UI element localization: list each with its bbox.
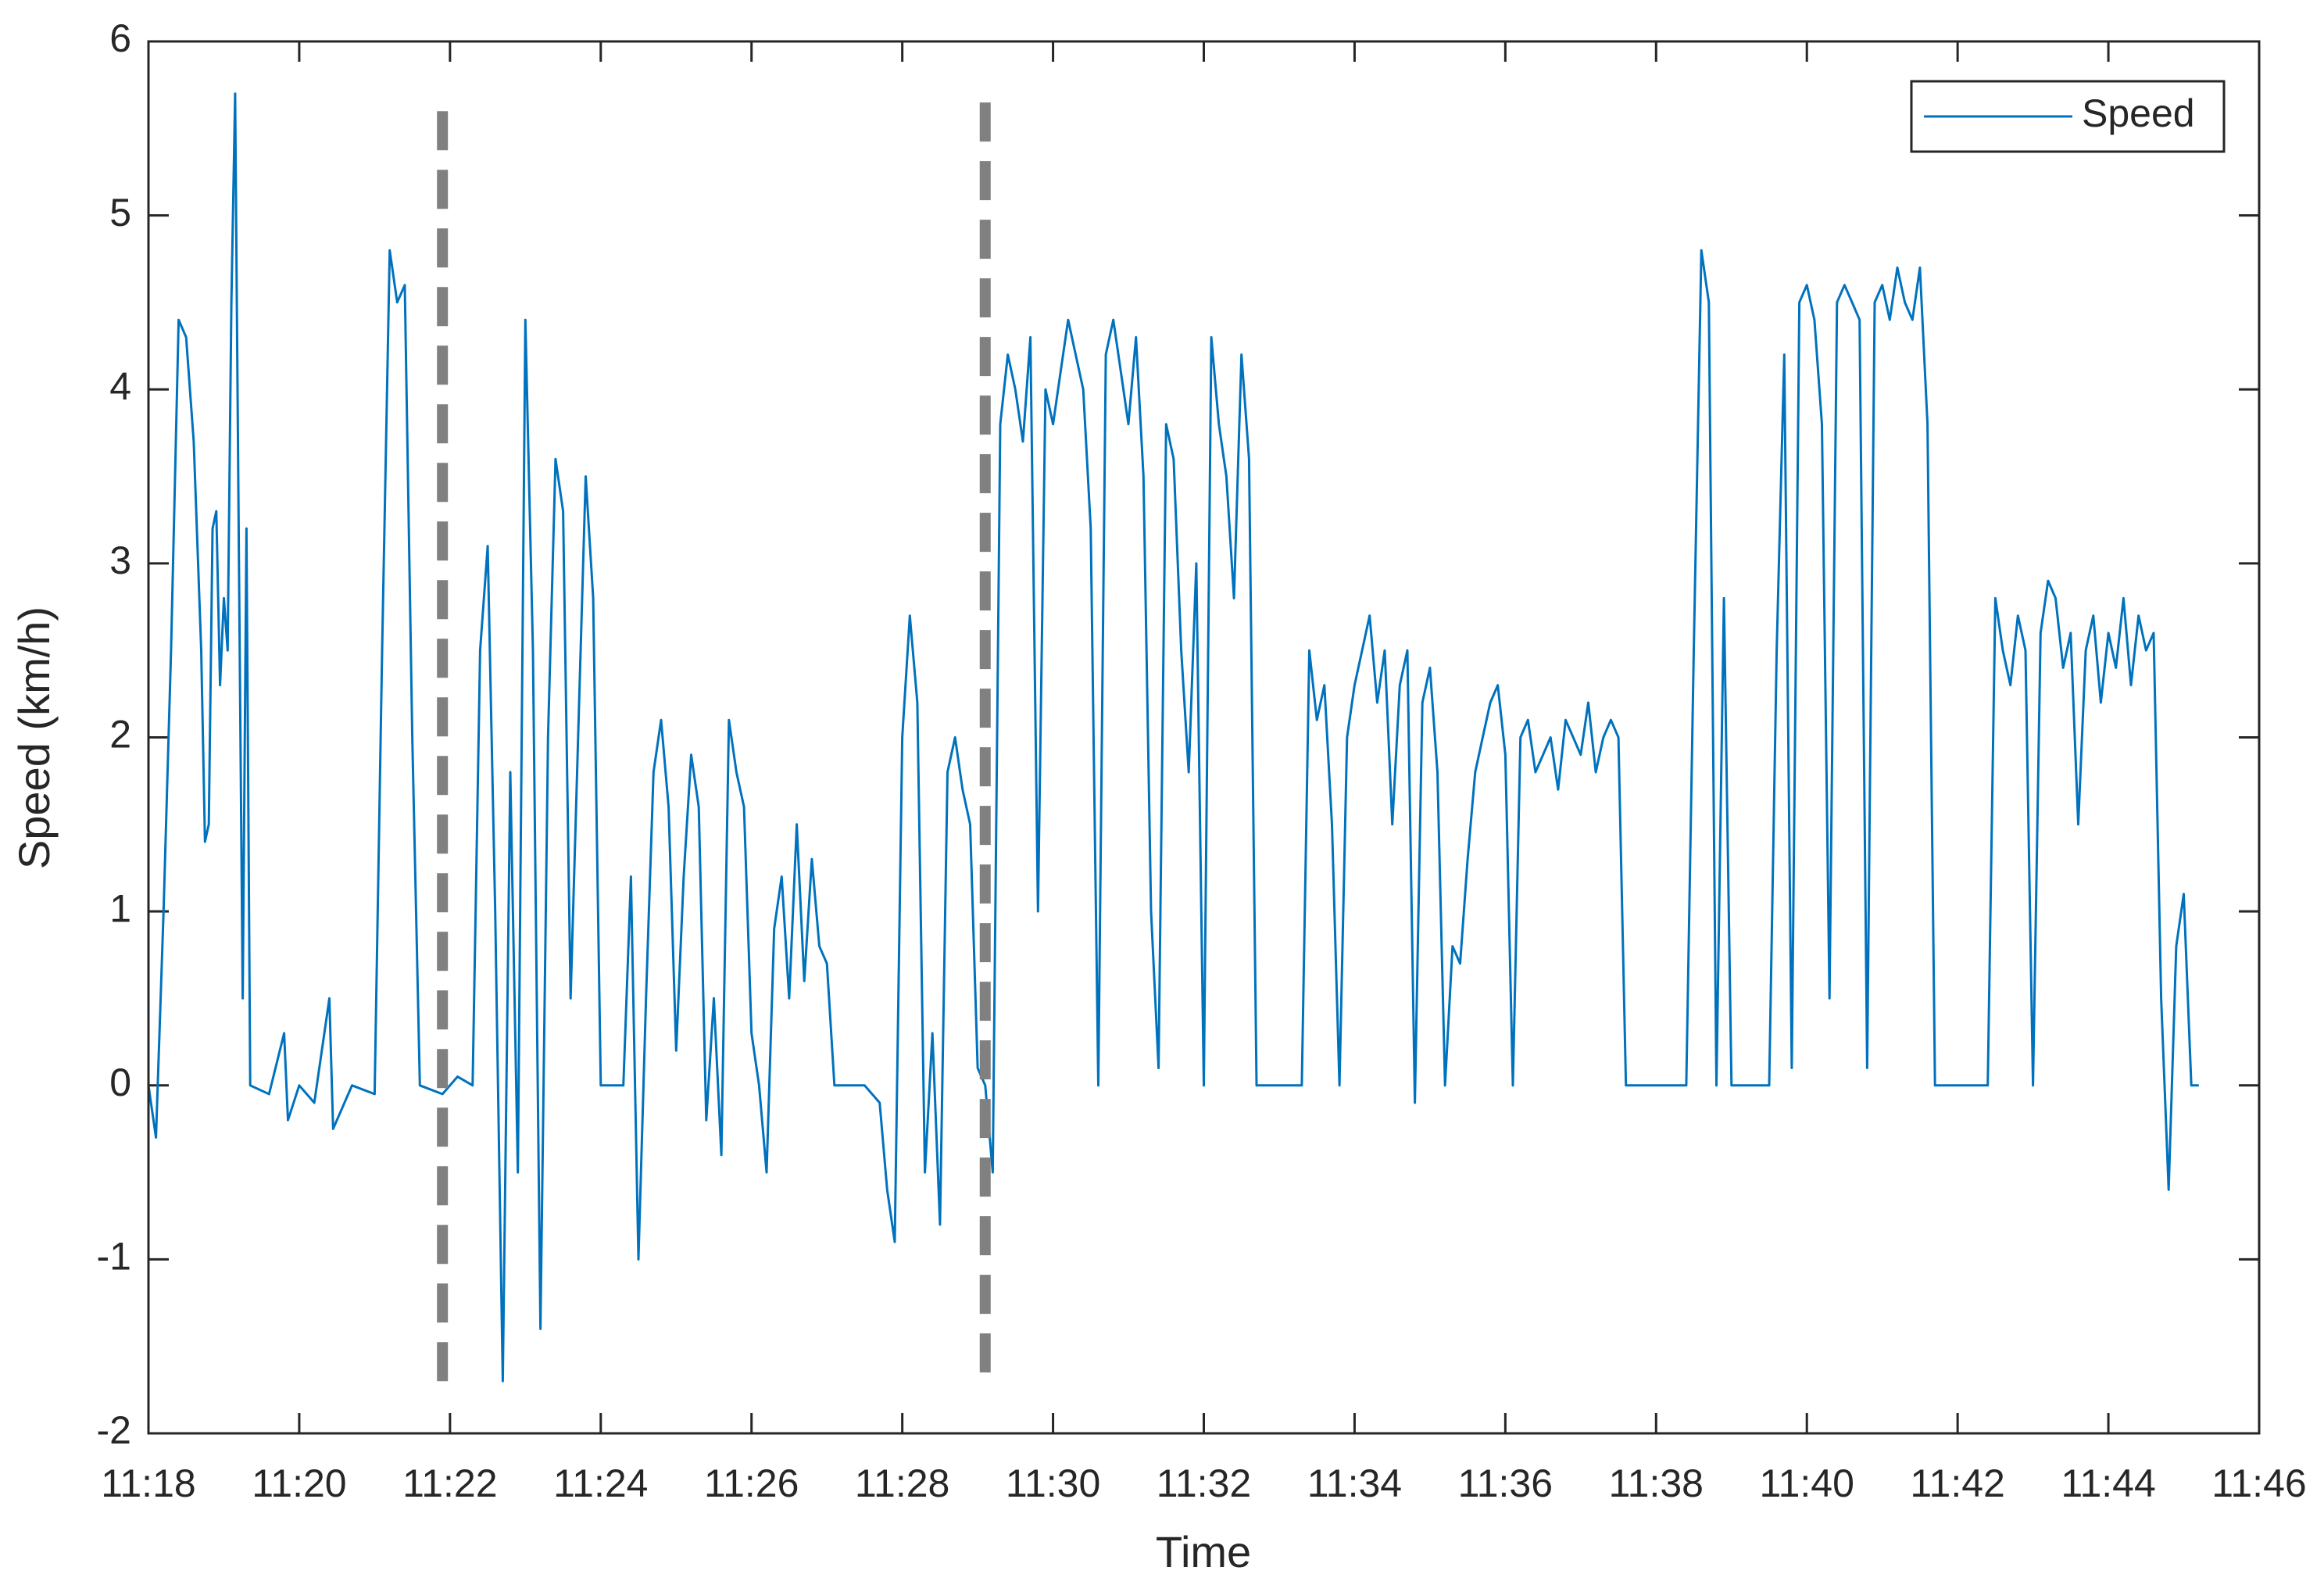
x-tick-label: 11:36 (1458, 1461, 1553, 1505)
y-tick-label: -2 (97, 1408, 131, 1452)
x-tick-label: 11:46 (2211, 1461, 2306, 1505)
data-line (147, 92, 2199, 1383)
x-tick-label: 11:42 (1910, 1461, 2004, 1505)
x-tick-label: 11:22 (402, 1461, 497, 1505)
x-axis-label: Time (1156, 1527, 1251, 1576)
plot-frame (147, 40, 2261, 1435)
y-axis-label: Speed (km/h) (9, 606, 59, 869)
legend-label: Speed (2082, 91, 2195, 135)
x-tick-label: 11:32 (1157, 1461, 1251, 1505)
y-tick-label: 3 (109, 538, 131, 582)
y-tick-label: 5 (109, 191, 131, 234)
x-tick-label: 11:38 (1609, 1461, 1704, 1505)
x-tick-label: 11:24 (553, 1461, 648, 1505)
y-tick-label: 1 (109, 886, 131, 930)
x-tick-label: 11:34 (1307, 1461, 1402, 1505)
x-tick-label: 11:44 (2061, 1461, 2155, 1505)
x-tick-label: 11:40 (1760, 1461, 1854, 1505)
y-tick-label: -1 (97, 1235, 131, 1279)
y-tick-label: 4 (109, 364, 131, 408)
x-tick-label: 11:26 (704, 1461, 799, 1505)
x-tick-label: 11:30 (1006, 1461, 1100, 1505)
x-tick-label: 11:18 (101, 1461, 195, 1505)
x-tick-label: 11:28 (855, 1461, 949, 1505)
y-tick-label: 2 (109, 713, 131, 757)
y-tick-label: 6 (109, 16, 131, 60)
x-tick-label: 11:20 (252, 1461, 346, 1505)
y-tick-label: 0 (109, 1061, 131, 1104)
